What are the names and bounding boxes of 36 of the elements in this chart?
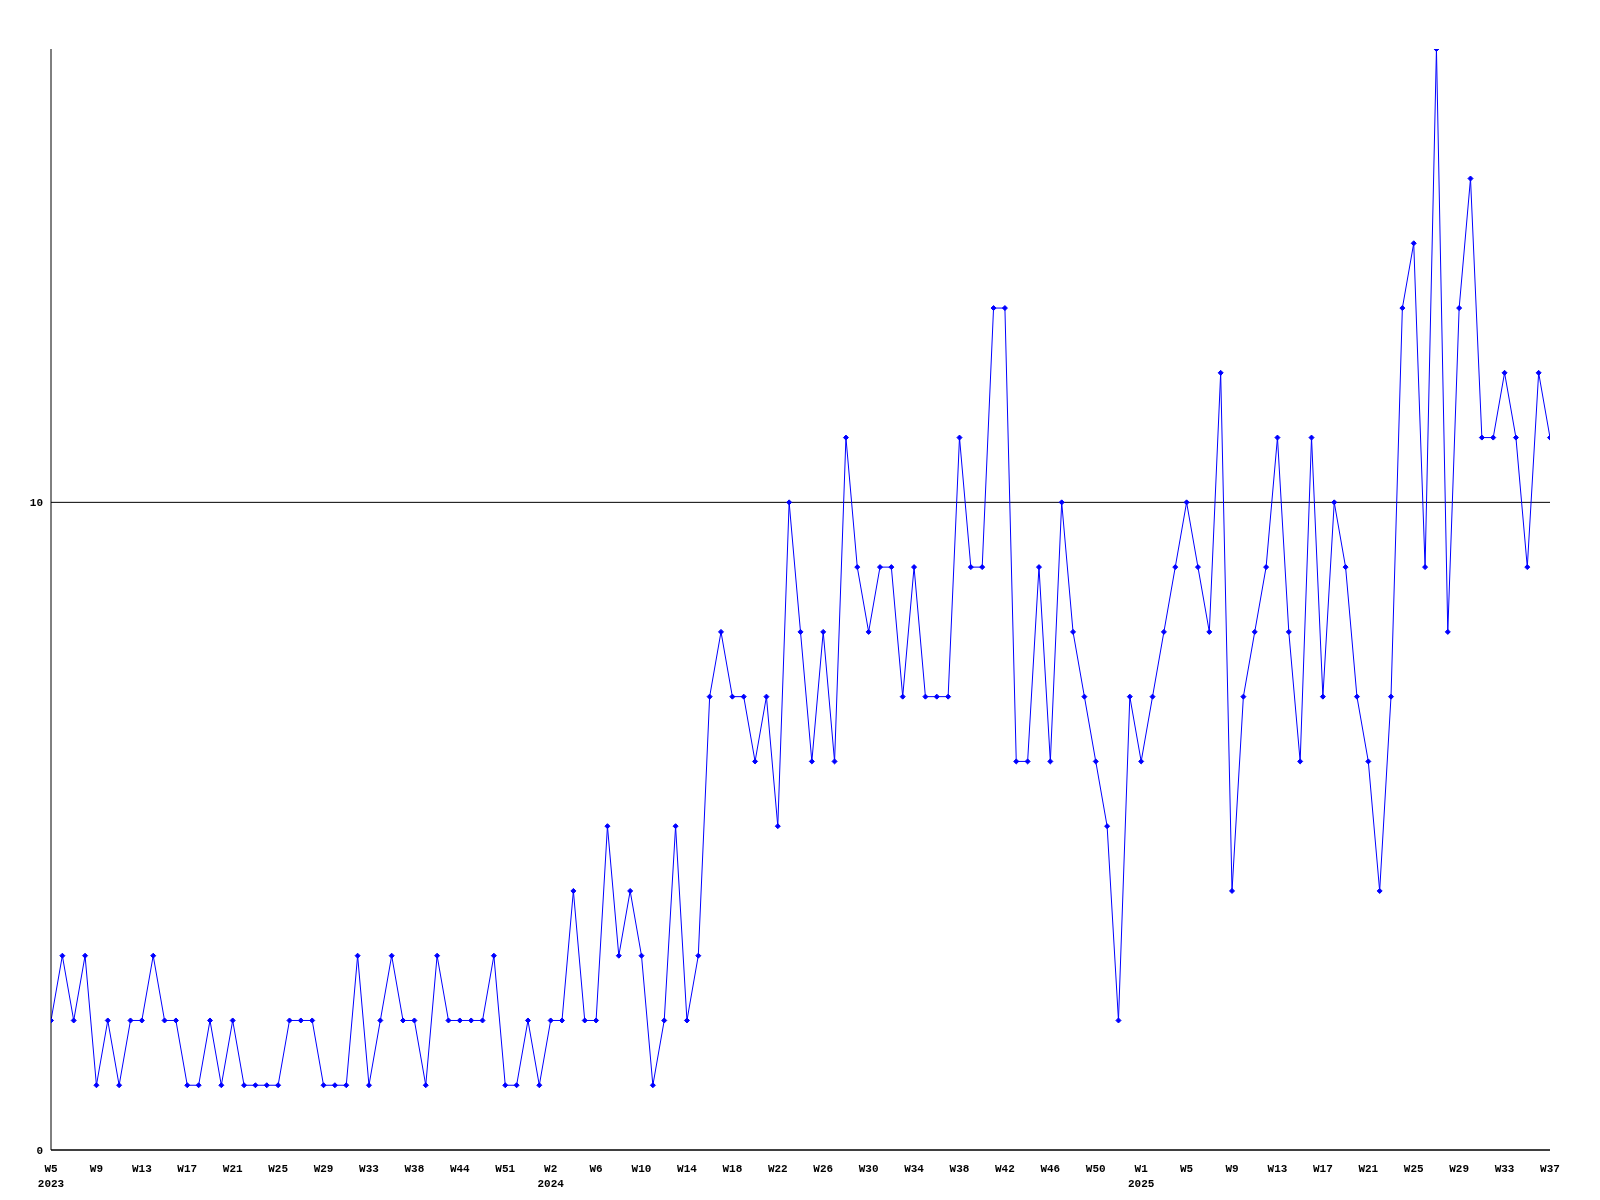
x-tick-label: W38 — [404, 1163, 425, 1175]
x-tick-label: W26 — [813, 1163, 834, 1175]
x-tick-label: W30 — [858, 1163, 879, 1175]
x-tick-label: W21 — [222, 1163, 243, 1175]
x-tick-label: W25 — [268, 1163, 289, 1175]
x-tick-label: W13 — [1267, 1163, 1288, 1175]
y-tick-label: 0 — [36, 1144, 43, 1157]
x-tick-label: W6 — [589, 1163, 603, 1175]
y-tick-label: 10 — [29, 497, 43, 510]
x-tick-label: W25 — [1403, 1163, 1425, 1175]
x-tick-label: W1 2025 — [1127, 1163, 1155, 1190]
x-tick-label: W5 — [1180, 1163, 1194, 1175]
x-tick-label: W29 — [313, 1163, 334, 1175]
x-tick-label: W38 — [949, 1163, 970, 1175]
x-tick-label: W51 — [495, 1163, 516, 1175]
x-tick-label: W46 — [1040, 1163, 1061, 1175]
x-tick-label: W42 — [995, 1163, 1015, 1175]
x-tick-label: W9 — [1225, 1163, 1239, 1175]
x-tick-label: W13 — [131, 1163, 153, 1175]
x-tick-label: W17 — [177, 1163, 198, 1175]
x-tick-label: W33 — [359, 1163, 380, 1175]
x-tick-label: W22 — [767, 1163, 788, 1175]
x-tick-label: W21 — [1358, 1163, 1379, 1175]
x-tick-label: W37 — [1540, 1163, 1560, 1175]
x-tick-label: W18 — [722, 1163, 743, 1175]
x-tick-label: W9 — [89, 1163, 104, 1175]
x-tick-label: W50 — [1085, 1163, 1106, 1175]
x-tick-label: W29 — [1449, 1163, 1470, 1175]
x-tick-label: W34 — [904, 1163, 925, 1175]
x-tick-label: W14 — [677, 1163, 698, 1175]
x-tick-label: W5 2023 — [37, 1163, 65, 1190]
x-tick-label: W17 — [1312, 1163, 1333, 1175]
x-tick-label: W44 — [449, 1163, 471, 1175]
x-tick-label: W33 — [1494, 1163, 1515, 1175]
x-tick-label: W2 2024 — [537, 1163, 565, 1190]
x-tick-label: W10 — [631, 1163, 652, 1175]
